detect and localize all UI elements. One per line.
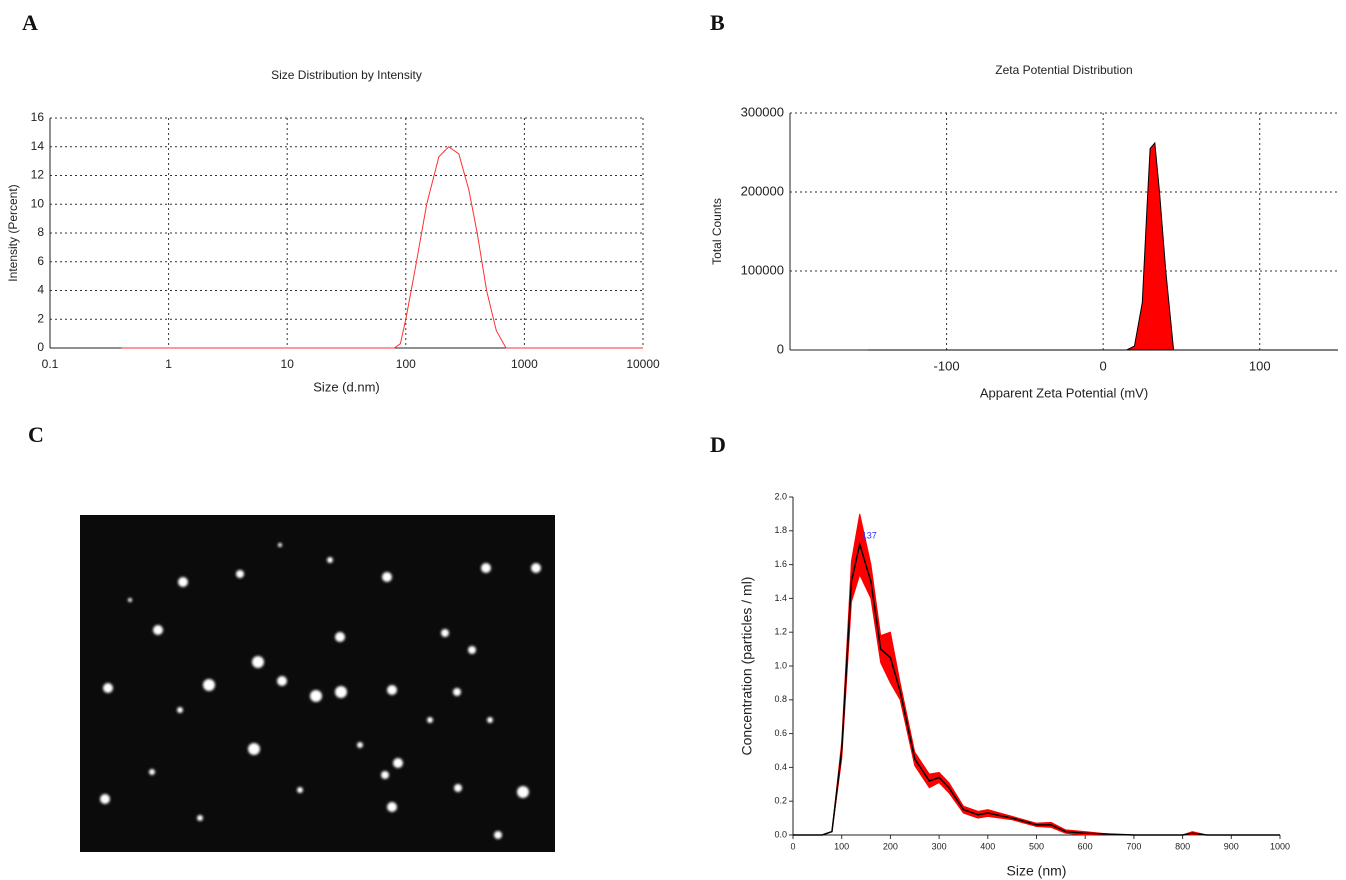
area	[868, 141, 1338, 351]
x-axis-label: Size (d.nm)	[313, 379, 379, 394]
peak-annotation: 137	[862, 531, 877, 541]
y-axis-label: Intensity (Percent)	[6, 184, 20, 281]
x-tick-label: 1000	[511, 357, 538, 371]
chart-title: Zeta Potential Distribution	[995, 63, 1132, 77]
x-tick-label: 10000	[626, 357, 660, 371]
y-tick-label: 0	[777, 341, 784, 356]
x-tick-label: 100	[834, 841, 849, 851]
panel-label: A	[22, 10, 38, 35]
y-tick-label: 6	[37, 254, 44, 268]
x-tick-label: 0	[790, 841, 795, 851]
y-tick-label: 8	[37, 225, 44, 239]
line	[121, 146, 643, 349]
y-tick-label: 0.2	[774, 796, 787, 806]
line	[793, 541, 1280, 836]
y-tick-label: 1.8	[774, 525, 787, 535]
y-tick-label: 1.0	[774, 660, 787, 670]
x-tick-label: 700	[1126, 841, 1141, 851]
x-axis-label: Size (nm)	[1007, 863, 1067, 879]
x-tick-label: 900	[1224, 841, 1239, 851]
x-tick-label: 1	[165, 357, 172, 371]
x-tick-label: -100	[934, 358, 960, 373]
error-band	[793, 513, 1280, 836]
x-tick-label: 500	[1029, 841, 1044, 851]
y-tick-label: 16	[31, 110, 45, 124]
y-tick-label: 0.4	[774, 762, 787, 772]
y-tick-label: 300000	[741, 104, 784, 119]
particles	[100, 543, 541, 839]
y-tick-label: 100000	[741, 262, 784, 277]
y-axis-label: Total Counts	[710, 198, 724, 265]
y-tick-label: 4	[37, 283, 44, 297]
micrograph	[80, 515, 555, 852]
chart-title: Size Distribution by Intensity	[271, 68, 422, 82]
x-tick-label: 100	[1249, 358, 1271, 373]
y-tick-label: 0	[37, 340, 44, 354]
y-tick-label: 0.6	[774, 728, 787, 738]
x-tick-label: 0.1	[42, 357, 59, 371]
y-tick-label: 14	[31, 139, 45, 153]
panel-label: C	[28, 422, 44, 447]
x-tick-label: 10	[281, 357, 295, 371]
panel-label: B	[710, 10, 725, 35]
x-axis-label: Apparent Zeta Potential (mV)	[980, 385, 1148, 400]
x-tick-label: 300	[932, 841, 947, 851]
image-background	[80, 515, 555, 852]
y-tick-label: 0.0	[774, 829, 787, 839]
x-tick-label: 400	[980, 841, 995, 851]
y-tick-label: 12	[31, 168, 45, 182]
y-tick-label: 2	[37, 311, 44, 325]
x-tick-label: 600	[1078, 841, 1093, 851]
y-axis-label: Concentration (particles / ml)	[739, 577, 755, 756]
y-tick-label: 1.6	[774, 559, 787, 569]
y-tick-label: 1.2	[774, 627, 787, 637]
x-tick-label: 1000	[1270, 841, 1290, 851]
y-tick-label: 0.8	[774, 694, 787, 704]
x-tick-label: 100	[396, 357, 416, 371]
y-tick-label: 200000	[741, 183, 784, 198]
x-tick-label: 0	[1100, 358, 1107, 373]
panel-label: D	[710, 432, 726, 457]
x-tick-label: 200	[883, 841, 898, 851]
y-tick-label: 1.4	[774, 593, 787, 603]
y-tick-label: 2.0	[774, 491, 787, 501]
y-tick-label: 10	[31, 196, 45, 210]
x-tick-label: 800	[1175, 841, 1190, 851]
